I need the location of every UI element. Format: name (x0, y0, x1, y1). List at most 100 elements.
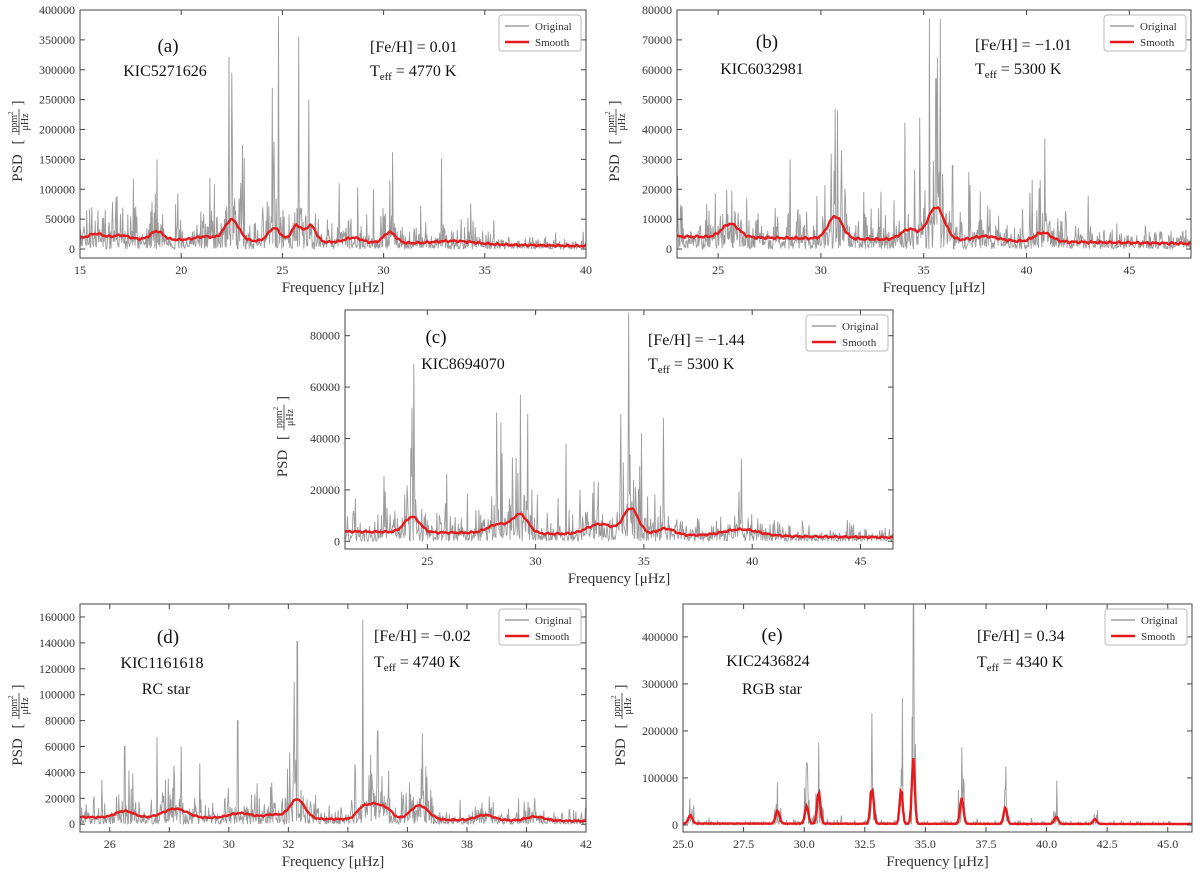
x-tick-label: 25 (421, 554, 433, 568)
x-tick-label: 25 (276, 263, 288, 277)
y-axis-bracket-open: [ (275, 435, 291, 440)
panel-letter: (d) (157, 627, 179, 648)
y-axis-unit-numerator: ppm2 (604, 111, 617, 133)
y-tick-label: 70000 (642, 33, 672, 47)
original-series-line (80, 619, 586, 826)
legend-original-label: Original (842, 321, 879, 333)
metallicity-label: [Fe/H] = −1.01 (975, 37, 1072, 54)
y-axis-label-text: PSD (10, 738, 26, 766)
y-axis-unit-numerator: ppm2 (272, 406, 285, 428)
y-axis-unit-exponent: 2 (610, 695, 618, 699)
x-tick-label: 28 (163, 837, 175, 851)
y-tick-label: 140000 (39, 636, 75, 650)
y-tick-label: 20000 (310, 483, 340, 497)
star-id-label: KIC2436824 (726, 653, 810, 670)
teff-label: Teff = 4740 K (374, 654, 461, 674)
star-id-label: KIC6032981 (720, 61, 804, 78)
teff-value: = 4740 K (396, 654, 461, 671)
x-tick-label: 45 (855, 554, 867, 568)
y-axis-unit-numerator: ppm2 (7, 695, 20, 717)
y-tick-label: 350000 (39, 33, 75, 47)
legend: Original Smooth (498, 14, 582, 52)
legend-original-label: Original (1141, 615, 1178, 627)
plot-frame (79, 603, 587, 833)
y-axis-unit-numerator: ppm2 (610, 695, 623, 717)
y-tick-label: 120000 (39, 662, 75, 676)
plot-frame (344, 309, 894, 550)
legend: Original Smooth (498, 608, 582, 646)
x-axis-label: Frequency [μHz] (883, 280, 986, 296)
plot-frame (79, 9, 587, 259)
y-tick-label: 160000 (39, 610, 75, 624)
x-tick-label: 45.0 (1157, 837, 1178, 851)
y-axis-unit-denominator: μHz (20, 113, 31, 131)
legend-original-label: Original (535, 21, 572, 33)
x-tick-label: 40 (520, 837, 532, 851)
chart-panel-2: 25 30 35 40 45 0 10000 20000 30000 40000 50000 6000… (604, 3, 1192, 296)
teff-label: Teff = 4770 K (370, 63, 457, 83)
x-tick-label: 25.0 (673, 837, 694, 851)
legend-smooth-label: Smooth (1141, 631, 1176, 643)
y-axis-bracket-open: [ (613, 724, 629, 729)
y-tick-label: 10000 (642, 212, 672, 226)
legend: Original Smooth (1104, 608, 1188, 646)
y-tick-label: 300000 (39, 63, 75, 77)
metallicity-label: [Fe/H] = −0.02 (374, 628, 471, 645)
y-tick-label: 0 (666, 242, 672, 256)
x-tick-label: 35.0 (915, 837, 936, 851)
x-tick-label: 32 (282, 837, 294, 851)
legend-smooth-label: Smooth (535, 631, 570, 643)
teff-value: = 4770 K (392, 63, 457, 80)
y-tick-label: 60000 (642, 63, 672, 77)
y-tick-label: 100000 (39, 182, 75, 196)
legend: Original Smooth (805, 314, 889, 352)
y-axis-bracket-close: ] (613, 685, 629, 690)
x-tick-label: 38 (461, 837, 473, 851)
x-tick-label: 25 (712, 263, 724, 277)
x-axis-label: Frequency [μHz] (282, 854, 385, 870)
y-tick-label: 100000 (39, 688, 75, 702)
y-tick-label: 0 (334, 534, 340, 548)
chart-panel-3: 25 30 35 40 45 0 20000 40000 60000 80000 Frequency… (272, 309, 894, 587)
x-tick-label: 30 (530, 554, 542, 568)
y-tick-label: 30000 (642, 152, 672, 166)
y-tick-label: 20000 (642, 182, 672, 196)
y-axis-unit-denominator: μHz (617, 113, 628, 131)
teff-subscript: eff (384, 662, 396, 674)
x-tick-label: 40 (1021, 263, 1033, 277)
y-axis-label-text: PSD (607, 154, 623, 182)
star-id-label: KIC8694070 (421, 356, 505, 373)
star-id-label: KIC5271626 (123, 63, 207, 80)
y-tick-label: 100000 (642, 771, 678, 785)
metallicity-label: [Fe/H] = −1.44 (648, 332, 745, 349)
legend-original-label: Original (535, 615, 572, 627)
x-tick-label: 26 (104, 837, 116, 851)
y-axis-unit-numerator: ppm2 (7, 111, 20, 133)
x-axis-label: Frequency [μHz] (568, 571, 671, 587)
y-tick-label: 200000 (642, 724, 678, 738)
star-id-label: KIC1161618 (121, 655, 204, 672)
y-tick-label: 50000 (45, 212, 75, 226)
y-axis-unit-denominator: μHz (623, 697, 634, 715)
y-axis-bracket-open: [ (607, 140, 623, 145)
x-tick-label: 30.0 (794, 837, 815, 851)
teff-subscript: eff (380, 71, 392, 83)
smooth-series-line (345, 507, 893, 540)
smooth-series-line (683, 758, 1192, 826)
panel-letter: (b) (756, 32, 778, 53)
y-axis-unit-exponent: 2 (7, 695, 15, 699)
x-tick-label: 30 (378, 263, 390, 277)
y-axis-label-text: PSD (613, 738, 629, 766)
x-tick-label: 35 (479, 263, 491, 277)
x-tick-label: 40.0 (1036, 837, 1057, 851)
y-tick-label: 150000 (39, 152, 75, 166)
y-tick-label: 400000 (642, 630, 678, 644)
plot-frame (682, 603, 1193, 833)
y-tick-label: 40000 (642, 123, 672, 137)
teff-label: Teff = 4340 K (977, 654, 1064, 674)
panel-letter: (a) (157, 36, 178, 57)
y-tick-label: 300000 (642, 677, 678, 691)
